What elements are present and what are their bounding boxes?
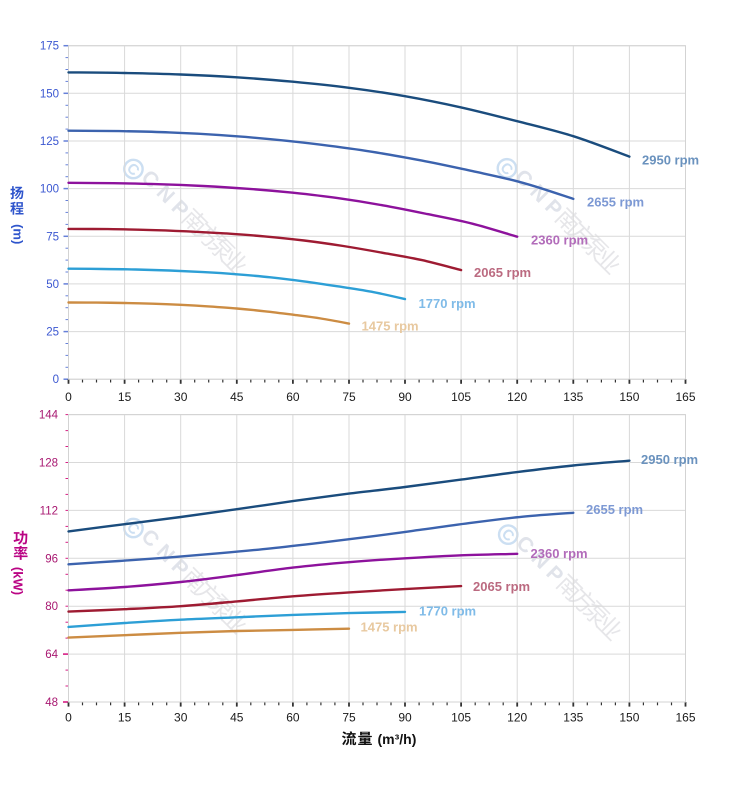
svg-text:0: 0	[53, 374, 59, 386]
svg-text:75: 75	[342, 390, 356, 404]
svg-text:2065 rpm: 2065 rpm	[474, 265, 531, 280]
svg-text:96: 96	[45, 553, 58, 565]
svg-text:60: 60	[286, 711, 300, 725]
svg-text:60: 60	[286, 390, 300, 404]
svg-text:120: 120	[507, 711, 527, 725]
svg-text:120: 120	[507, 390, 527, 404]
svg-text:0: 0	[65, 711, 72, 725]
svg-text:105: 105	[451, 711, 471, 725]
svg-text:2655 rpm: 2655 rpm	[586, 502, 643, 517]
svg-text:2655 rpm: 2655 rpm	[587, 195, 644, 210]
svg-text:125: 125	[40, 136, 59, 148]
svg-text:2950 rpm: 2950 rpm	[641, 452, 698, 467]
svg-text:25: 25	[46, 327, 59, 339]
svg-text:(m): (m)	[11, 224, 26, 244]
svg-text:150: 150	[40, 88, 59, 100]
svg-text:15: 15	[118, 711, 132, 725]
svg-text:45: 45	[230, 711, 244, 725]
svg-text:100: 100	[40, 184, 59, 196]
svg-text:30: 30	[174, 711, 188, 725]
svg-text:45: 45	[230, 390, 244, 404]
svg-text:15: 15	[118, 390, 132, 404]
svg-text:165: 165	[675, 711, 695, 725]
svg-text:90: 90	[398, 390, 412, 404]
svg-text:1770 rpm: 1770 rpm	[419, 604, 476, 619]
svg-text:1770 rpm: 1770 rpm	[419, 296, 476, 311]
svg-text:30: 30	[174, 390, 188, 404]
svg-text:175: 175	[40, 41, 59, 53]
svg-text:1475 rpm: 1475 rpm	[361, 620, 418, 635]
svg-text:135: 135	[563, 711, 583, 725]
svg-text:2950 rpm: 2950 rpm	[642, 153, 699, 168]
svg-text:2065 rpm: 2065 rpm	[473, 579, 530, 594]
svg-text:75: 75	[46, 231, 59, 243]
svg-text:165: 165	[675, 390, 695, 404]
svg-text:105: 105	[451, 390, 471, 404]
svg-text:1475 rpm: 1475 rpm	[362, 319, 419, 334]
svg-text:90: 90	[398, 711, 412, 725]
svg-text:150: 150	[619, 390, 639, 404]
svg-text:112: 112	[40, 505, 58, 517]
svg-text:50: 50	[46, 279, 59, 291]
svg-text:144: 144	[39, 410, 59, 422]
svg-text:(m³/h): (m³/h)	[378, 731, 417, 747]
svg-text:64: 64	[45, 649, 58, 661]
svg-text:(kW): (kW)	[11, 567, 26, 595]
svg-text:80: 80	[45, 601, 58, 613]
svg-text:75: 75	[342, 711, 356, 725]
svg-text:2360 rpm: 2360 rpm	[531, 233, 588, 248]
svg-text:48: 48	[45, 697, 58, 709]
svg-text:2360 rpm: 2360 rpm	[531, 546, 588, 561]
svg-text:128: 128	[39, 458, 58, 470]
svg-text:0: 0	[65, 390, 72, 404]
svg-text:150: 150	[619, 711, 639, 725]
svg-text:135: 135	[563, 390, 583, 404]
